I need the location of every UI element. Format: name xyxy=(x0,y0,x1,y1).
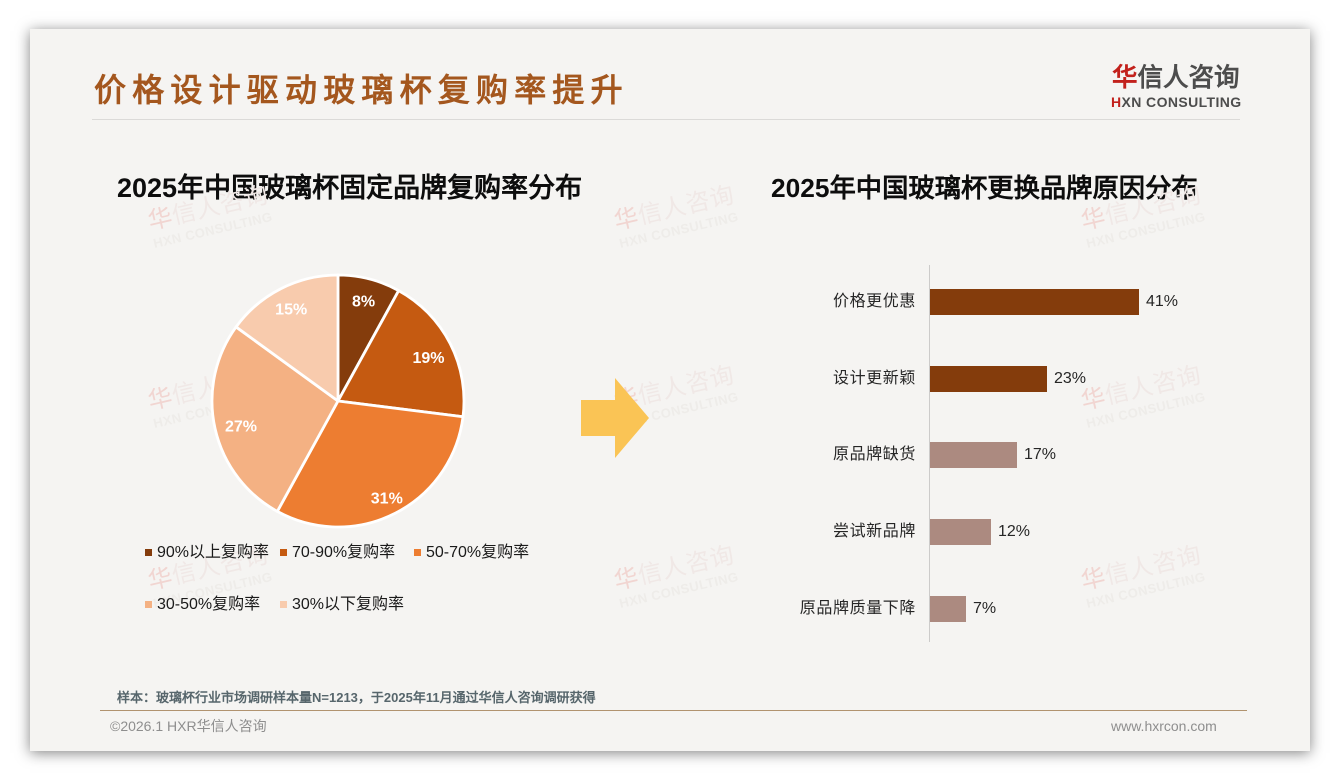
svg-text:15%: 15% xyxy=(275,302,307,319)
svg-text:19%: 19% xyxy=(412,350,444,367)
svg-text:8%: 8% xyxy=(352,294,375,311)
svg-text:31%: 31% xyxy=(371,491,403,508)
svg-text:27%: 27% xyxy=(225,419,257,436)
